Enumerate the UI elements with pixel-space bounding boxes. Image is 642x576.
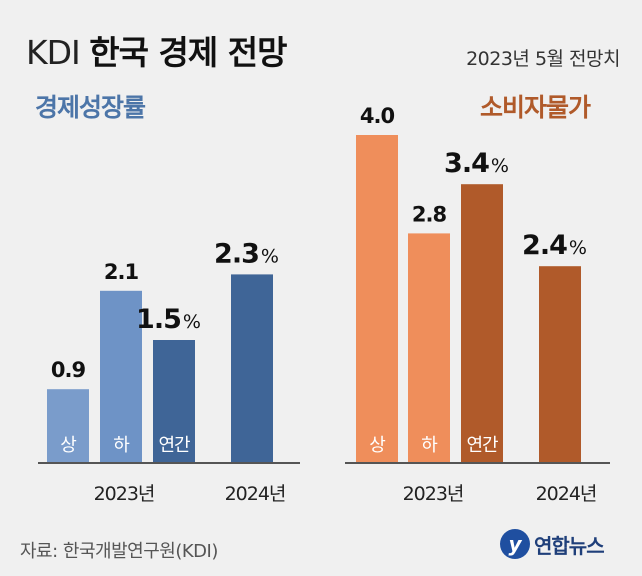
logo-text: 연합뉴스 — [534, 533, 605, 558]
growth-group-label-2: 2024년 — [225, 483, 286, 505]
yonhap-logo: y 연합뉴스 — [500, 529, 605, 559]
cpi-group-label-1: 2023년 — [403, 483, 464, 505]
cpi-value-label-2: 2.8 — [412, 202, 447, 226]
growth-chart-title: 경제성장률 — [35, 93, 146, 122]
cpi-value-label-3: 3.4% — [444, 148, 508, 179]
source-note: 자료: 한국개발연구원(KDI) — [20, 541, 218, 562]
page-title: KDI 한국 경제 전망 — [26, 26, 287, 74]
growth-bar-3 — [153, 340, 195, 463]
cpi-bar-label-1: 상 — [369, 435, 385, 456]
growth-bar-2 — [100, 290, 142, 463]
growth-value-label-1: 0.9 — [51, 358, 86, 382]
growth-value-label-2: 2.1 — [104, 260, 139, 284]
cpi-bar-1 — [356, 135, 398, 463]
growth-bar-label-1: 상 — [60, 435, 76, 456]
cpi-bar-label-3: 연간 — [466, 435, 498, 456]
forecast-date: 2023년 5월 전망치 — [466, 48, 620, 70]
cpi-value-label-4: 2.4% — [522, 230, 586, 261]
growth-group-label-1: 2023년 — [94, 483, 155, 505]
growth-value-label-4: 2.3% — [214, 238, 278, 269]
title-prefix: KDI — [26, 33, 81, 72]
cpi-chart-title: 소비자물가 — [480, 93, 591, 122]
cpi-bar-2 — [408, 233, 450, 463]
title-main: 한국 경제 전망 — [89, 33, 287, 72]
growth-bar-4 — [231, 274, 273, 463]
cpi-group-label-2: 2024년 — [536, 483, 597, 505]
growth-value-label-3: 1.5% — [136, 304, 200, 335]
growth-bar-1 — [47, 389, 89, 463]
logo-mark-icon: y — [500, 529, 530, 559]
growth-bar-label-2: 하 — [113, 435, 130, 456]
growth-bar-label-3: 연간 — [158, 435, 190, 456]
cpi-bar-3 — [461, 184, 503, 463]
cpi-value-label-1: 4.0 — [360, 104, 395, 128]
cpi-bar-label-2: 하 — [421, 435, 438, 456]
cpi-bar-4 — [539, 266, 581, 463]
